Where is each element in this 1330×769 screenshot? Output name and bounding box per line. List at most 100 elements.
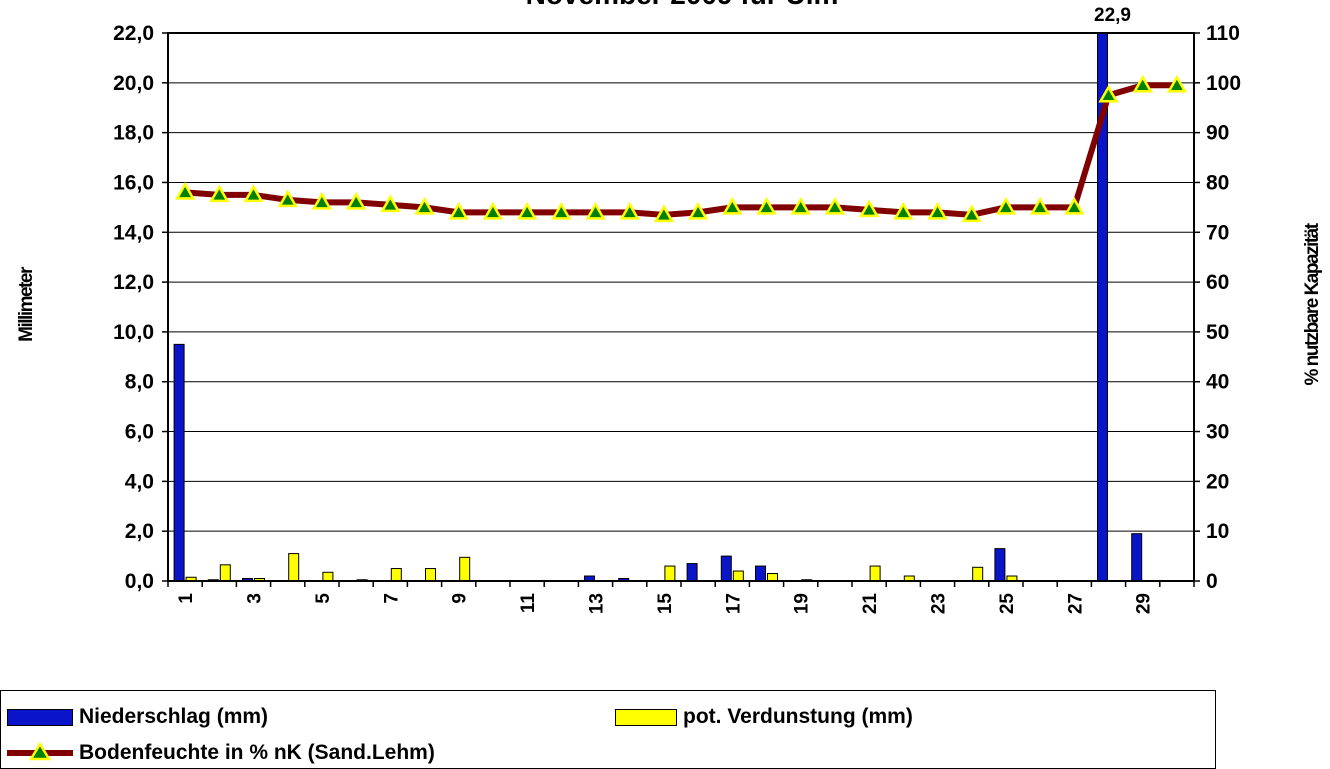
soil-moisture-point [380, 194, 401, 213]
x-tick-label: 5 [313, 593, 334, 604]
y-left-tick-label: 22,0 [113, 22, 154, 45]
y-right-tick-label: 110 [1206, 22, 1240, 45]
x-tick-label: 7 [381, 593, 402, 604]
soil-moisture-point [893, 201, 914, 220]
y-left-tick-label: 0,0 [125, 570, 154, 593]
soil-moisture-point [995, 196, 1017, 215]
plot-frame [167, 32, 1195, 587]
x-tick-label: 29 [1134, 593, 1155, 614]
bar-verdunstung [459, 556, 471, 582]
bar-verdunstung [288, 553, 300, 582]
bar-value-annotation: 22,9 [1094, 5, 1131, 26]
y-right-tick-label: 100 [1206, 72, 1241, 95]
legend-swatch-niederschlag [7, 708, 73, 726]
x-tick-label: 19 [792, 593, 813, 614]
x-tick-labels: 1 3 5 7 9 11 13 15 17 19 21 23 25 27 29 [176, 593, 1155, 615]
y-axis-right-label: % nutzbare Kapazität [1302, 222, 1323, 385]
bar-verdunstung [767, 573, 778, 582]
soil-moisture-point [619, 201, 640, 220]
legend-label-verdunstung: pot. Verdunstung (mm) [683, 705, 913, 728]
x-tick-label: 9 [450, 593, 471, 604]
y-right-tick-label: 40 [1206, 371, 1229, 394]
x-tick-label: 11 [518, 593, 539, 614]
y-right-tick-labels: 0 10 20 30 40 50 60 70 80 90 100 110 [1206, 22, 1241, 593]
bar-verdunstung [664, 565, 676, 582]
y-right-tick-label: 70 [1206, 221, 1229, 244]
x-tick-label: 1 [176, 593, 197, 604]
bar-niederschlag [686, 563, 698, 582]
y-right-tick-label: 80 [1206, 171, 1229, 194]
y-left-tick-label: 8,0 [125, 371, 154, 394]
bar-verdunstung [425, 568, 436, 582]
x-tick-label: 27 [1065, 593, 1086, 614]
bar-group [173, 32, 1143, 582]
y-axis-left-label: Millimeter [16, 266, 37, 342]
x-tick-label: 15 [655, 593, 676, 615]
soil-moisture-line [174, 74, 1188, 223]
soil-moisture-point [345, 191, 367, 210]
soil-moisture-point [927, 201, 948, 220]
soil-moisture-point [722, 196, 743, 215]
soil-moisture-point [414, 196, 435, 215]
soil-moisture-point [961, 204, 982, 223]
bar-niederschlag [1131, 533, 1143, 582]
x-tick-label: 25 [997, 593, 1018, 615]
soil-moisture-point [448, 201, 469, 220]
legend-item-bodenfeuchte: Bodenfeuchte in % nK (Sand.Lehm) [5, 741, 435, 765]
bar-niederschlag [994, 548, 1006, 582]
soil-moisture-point [1064, 196, 1085, 215]
y-left-tick-label: 2,0 [125, 520, 154, 543]
soil-moisture-point [824, 196, 846, 215]
grid-lines [162, 32, 1200, 582]
y-right-tick-label: 30 [1206, 421, 1229, 444]
legend-item-niederschlag: Niederschlag (mm) [7, 705, 268, 729]
soil-moisture-point [174, 181, 196, 200]
soil-moisture-point [687, 201, 709, 220]
soil-moisture-point [585, 201, 606, 220]
bar-verdunstung [869, 565, 881, 582]
y-left-tick-label: 6,0 [125, 421, 154, 444]
soil-moisture-path [184, 82, 1177, 218]
legend: Niederschlag (mm) pot. Verdunstung (mm) … [0, 690, 1216, 769]
y-left-tick-label: 20,0 [113, 72, 154, 95]
bar-verdunstung [219, 564, 231, 582]
soil-moisture-point [311, 191, 333, 210]
y-right-tick-label: 60 [1206, 271, 1229, 294]
bar-verdunstung [732, 570, 744, 582]
x-tick-label: 23 [929, 593, 950, 614]
legend-swatch-bodenfeuchte [7, 741, 73, 761]
y-left-tick-label: 10,0 [113, 321, 154, 344]
legend-label-bodenfeuchte: Bodenfeuchte in % nK (Sand.Lehm) [79, 741, 435, 764]
bar-verdunstung [972, 566, 984, 582]
soil-moisture-point [1132, 74, 1153, 93]
soil-moisture-point [756, 196, 777, 215]
soil-moisture-point [516, 201, 538, 220]
y-left-tick-label: 14,0 [113, 221, 154, 244]
y-left-tick-label: 4,0 [125, 470, 154, 493]
legend-label-niederschlag: Niederschlag (mm) [79, 705, 269, 728]
y-left-tick-label: 12,0 [113, 271, 154, 294]
soil-moisture-point [243, 184, 264, 203]
y-left-tick-label: 18,0 [113, 122, 154, 145]
y-left-tick-labels: 0,0 2,0 4,0 6,0 8,0 10,0 12,0 14,0 16,0 18,0 20,0 2… [113, 22, 154, 593]
plot-border [167, 32, 1195, 582]
x-tick-label: 13 [587, 593, 608, 614]
y-right-tick-label: 10 [1206, 520, 1229, 543]
bar-niederschlag [720, 555, 732, 582]
y-right-tick-label: 20 [1206, 470, 1229, 493]
chart-title: November 2009 für Ulm [526, 0, 839, 10]
soil-moisture-point [1166, 74, 1188, 93]
y-right-tick-label: 50 [1206, 321, 1229, 344]
x-tick-label: 17 [723, 593, 744, 614]
soil-moisture-point [1029, 196, 1051, 215]
y-right-tick-label: 90 [1206, 122, 1229, 145]
soil-moisture-point [858, 199, 880, 218]
soil-moisture-point [1098, 84, 1119, 103]
bar-verdunstung [390, 568, 402, 582]
soil-moisture-point [653, 204, 675, 223]
x-tick-label: 3 [245, 593, 266, 604]
y-right-tick-label: 0 [1206, 570, 1218, 593]
soil-moisture-point [277, 189, 298, 208]
soil-moisture-point [482, 201, 504, 220]
